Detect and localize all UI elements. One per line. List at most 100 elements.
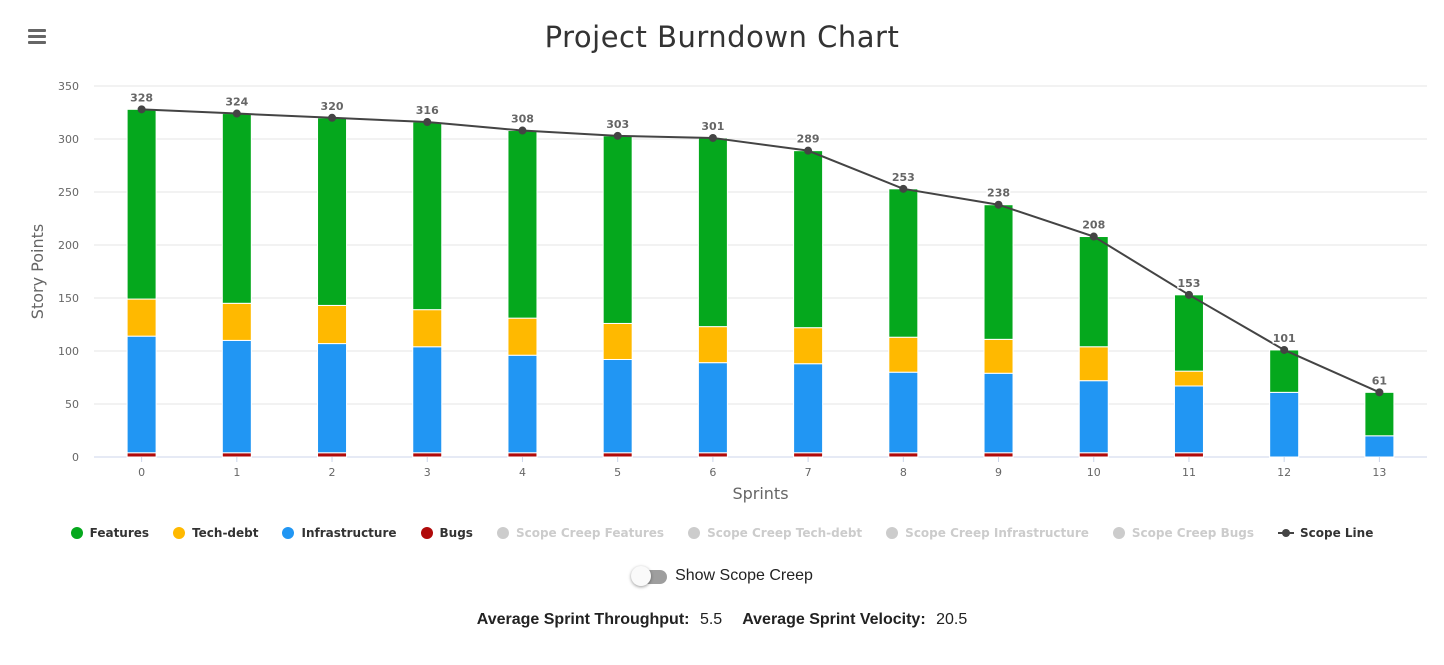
scope-line-data-label: 320 <box>321 100 344 113</box>
velocity-stat: Average Sprint Velocity: 20.5 <box>742 611 967 629</box>
bar-infrastructure-segment <box>697 362 728 454</box>
bar-infrastructure-segment <box>126 335 157 454</box>
throughput-value: 5.5 <box>699 611 723 628</box>
bar-tech-debt-segment <box>221 302 252 341</box>
bar-features-segment <box>412 121 443 311</box>
scope-line-point <box>1280 345 1289 354</box>
x-tick-label: 13 <box>1372 466 1386 479</box>
bar-tech-debt-segment <box>983 338 1014 374</box>
bar-bugs-segment <box>1173 452 1204 458</box>
bar-bugs-segment <box>507 452 538 458</box>
legend-item-scope-creep-tech-debt[interactable]: Scope Creep Tech-debt <box>688 526 862 540</box>
legend-circle-marker-icon <box>1112 527 1125 539</box>
legend-circle-marker-icon <box>173 527 186 539</box>
bar-infrastructure-segment <box>793 363 824 454</box>
x-tick-label: 1 <box>233 466 240 479</box>
x-tick-label: 7 <box>805 466 812 479</box>
legend-line-marker-icon <box>1278 527 1294 539</box>
scope-line-point <box>1375 388 1384 397</box>
sprint-stats: Average Sprint Throughput: 5.5 Average S… <box>0 611 1444 629</box>
bar-tech-debt-segment <box>793 327 824 365</box>
scope-line-point <box>899 184 908 193</box>
y-tick-label: 50 <box>65 398 79 411</box>
x-tick-label: 0 <box>138 466 145 479</box>
bar-features-segment <box>507 130 538 319</box>
bar-tech-debt-segment <box>412 309 443 348</box>
legend-item-bugs[interactable]: Bugs <box>420 526 473 540</box>
bar-features-segment <box>1078 236 1109 348</box>
bar-infrastructure-segment <box>507 354 538 454</box>
bar-bugs-segment <box>697 452 728 458</box>
velocity-value: 20.5 <box>936 611 968 628</box>
bar-tech-debt-segment <box>507 317 538 356</box>
scope-line-data-label: 61 <box>1372 374 1387 387</box>
y-tick-label: 350 <box>58 80 79 93</box>
x-tick-label: 2 <box>329 466 336 479</box>
scope-line-point <box>328 113 337 122</box>
legend-item-scope-creep-infrastructure[interactable]: Scope Creep Infrastructure <box>886 526 1089 540</box>
bar-bugs-segment <box>793 452 824 458</box>
chart-legend: Features Tech-debt Infrastructure Bugs Scope… <box>0 526 1444 540</box>
bar-bugs-segment <box>1078 452 1109 458</box>
bar-infrastructure-segment <box>602 358 633 454</box>
legend-item-scope-creep-bugs[interactable]: Scope Creep Bugs <box>1112 526 1254 540</box>
bar-features-segment <box>697 137 728 328</box>
scope-line-data-label: 303 <box>606 118 629 131</box>
legend-label: Scope Creep Tech-debt <box>707 526 863 540</box>
bar-infrastructure-segment <box>1364 435 1395 458</box>
scope-line-data-label: 101 <box>1273 332 1296 345</box>
x-tick-label: 10 <box>1087 466 1101 479</box>
scope-line-point <box>423 118 432 127</box>
bar-tech-debt-segment <box>602 322 633 360</box>
bar-bugs-segment <box>888 452 919 458</box>
bar-tech-debt-segment <box>1078 346 1109 382</box>
legend-label: Tech-debt <box>192 526 259 540</box>
y-tick-label: 300 <box>58 133 79 146</box>
legend-label: Scope Line <box>1300 526 1374 540</box>
legend-item-infrastructure[interactable]: Infrastructure <box>282 526 397 540</box>
bar-infrastructure-segment <box>1173 385 1204 454</box>
bar-bugs-segment <box>983 452 1014 458</box>
x-tick-label: 3 <box>424 466 431 479</box>
legend-label: Features <box>89 526 150 540</box>
legend-circle-marker-icon <box>688 527 701 539</box>
scope-creep-toggle[interactable] <box>631 566 668 586</box>
bar-features-segment <box>983 204 1014 340</box>
bar-infrastructure-segment <box>221 339 252 454</box>
scope-line-data-label: 324 <box>225 96 248 109</box>
bar-tech-debt-segment <box>1173 370 1204 387</box>
bar-features-segment <box>793 150 824 329</box>
y-tick-label: 250 <box>58 186 79 199</box>
x-tick-label: 11 <box>1182 466 1196 479</box>
bar-features-segment <box>221 113 252 304</box>
bar-infrastructure-segment <box>983 372 1014 454</box>
x-tick-label: 12 <box>1277 466 1291 479</box>
scope-line-point <box>994 200 1003 209</box>
bar-tech-debt-segment <box>126 298 157 337</box>
scope-line-data-label: 238 <box>987 187 1010 200</box>
scope-creep-toggle-row: Show Scope Creep <box>0 566 1444 586</box>
legend-item-scope-line[interactable]: Scope Line <box>1278 526 1373 540</box>
legend-circle-marker-icon <box>70 527 83 539</box>
legend-item-tech-debt[interactable]: Tech-debt <box>173 526 258 540</box>
legend-circle-marker-icon <box>420 527 433 539</box>
y-tick-label: 100 <box>58 345 79 358</box>
hamburger-menu-icon[interactable] <box>28 29 46 45</box>
scope-line-data-label: 289 <box>797 133 820 146</box>
scope-line-point <box>1089 232 1098 241</box>
scope-line-point <box>1184 290 1193 299</box>
throughput-label: Average Sprint Throughput: <box>476 611 690 628</box>
throughput-stat: Average Sprint Throughput: 5.5 <box>477 611 722 629</box>
y-tick-label: 200 <box>58 239 79 252</box>
scope-line-data-label: 308 <box>511 113 534 126</box>
y-tick-label: 150 <box>58 292 79 305</box>
legend-item-features[interactable]: Features <box>70 526 150 540</box>
legend-label: Bugs <box>439 526 473 540</box>
scope-line-data-label: 153 <box>1177 277 1200 290</box>
legend-label: Scope Creep Infrastructure <box>905 526 1089 540</box>
bar-features-segment <box>1269 349 1300 393</box>
bar-infrastructure-segment <box>888 371 919 454</box>
scope-line-data-label: 208 <box>1082 219 1105 232</box>
legend-item-scope-creep-features[interactable]: Scope Creep Features <box>496 526 664 540</box>
bar-tech-debt-segment <box>317 304 348 345</box>
